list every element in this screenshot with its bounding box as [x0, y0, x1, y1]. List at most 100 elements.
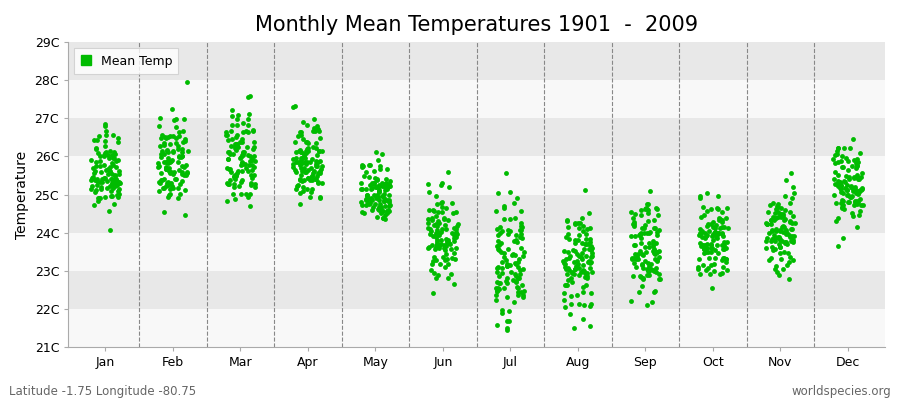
Point — [299, 150, 313, 156]
Point — [779, 262, 794, 268]
Point — [309, 161, 323, 168]
Point — [172, 133, 186, 140]
Point — [359, 196, 374, 202]
Point — [310, 173, 324, 180]
Point — [490, 288, 504, 294]
Point — [567, 266, 581, 272]
Point — [99, 166, 113, 173]
Point — [783, 219, 797, 225]
Point — [830, 150, 844, 157]
Point — [304, 156, 319, 162]
Point — [490, 226, 504, 232]
Point — [101, 171, 115, 178]
Title: Monthly Mean Temperatures 1901  -  2009: Monthly Mean Temperatures 1901 - 2009 — [255, 15, 698, 35]
Point — [516, 252, 530, 259]
Point — [510, 292, 525, 298]
Point — [499, 257, 513, 263]
Point — [710, 235, 724, 242]
Point — [163, 141, 177, 147]
Point — [834, 189, 849, 195]
Point — [238, 190, 253, 197]
Point — [230, 122, 245, 128]
Point — [716, 224, 730, 231]
Point — [248, 181, 262, 188]
Point — [442, 184, 456, 190]
Point — [778, 239, 792, 245]
Point — [576, 262, 590, 268]
Point — [826, 191, 841, 198]
Point — [363, 162, 377, 168]
Point — [446, 210, 460, 216]
Point — [571, 260, 585, 267]
Point — [499, 278, 513, 285]
Point — [429, 237, 444, 244]
Point — [765, 244, 779, 251]
Point — [151, 159, 166, 166]
Point — [626, 218, 641, 225]
Point — [425, 260, 439, 267]
Point — [379, 176, 393, 182]
Point — [178, 138, 193, 144]
Point — [244, 172, 258, 178]
Point — [693, 240, 707, 246]
Point — [162, 168, 176, 174]
Point — [694, 230, 708, 237]
Point — [107, 171, 122, 178]
Point — [705, 244, 719, 251]
Point — [428, 270, 442, 276]
Point — [833, 185, 848, 191]
Point — [845, 163, 859, 169]
Point — [98, 194, 112, 200]
Point — [848, 186, 862, 192]
Point — [787, 190, 801, 197]
Point — [172, 129, 186, 136]
Point — [445, 200, 459, 206]
Point — [438, 226, 453, 232]
Point — [635, 225, 650, 231]
Point — [173, 190, 187, 197]
Point — [171, 195, 185, 201]
Point — [768, 265, 782, 272]
Point — [701, 249, 716, 255]
Point — [851, 175, 866, 182]
Point — [648, 256, 662, 262]
Point — [645, 248, 660, 254]
Point — [490, 265, 504, 271]
Point — [767, 235, 781, 241]
Point — [228, 142, 242, 149]
Point — [446, 281, 461, 287]
Point — [178, 136, 193, 142]
Point — [89, 175, 104, 182]
Point — [697, 244, 711, 250]
Point — [692, 256, 706, 262]
Point — [850, 224, 864, 230]
Point — [230, 168, 245, 174]
Point — [574, 249, 589, 256]
Point — [93, 158, 107, 164]
Point — [715, 256, 729, 263]
Point — [103, 168, 117, 174]
Point — [366, 168, 381, 174]
Bar — [68, 80, 885, 118]
Point — [491, 243, 505, 249]
Point — [94, 195, 108, 201]
Point — [649, 265, 663, 271]
Point — [242, 153, 256, 160]
Point — [157, 140, 171, 146]
Point — [236, 150, 250, 156]
Point — [374, 210, 388, 216]
Point — [161, 164, 176, 171]
Point — [847, 156, 861, 163]
Point — [426, 257, 440, 264]
Point — [770, 203, 785, 210]
Point — [430, 242, 445, 248]
Point — [220, 132, 234, 139]
Point — [378, 183, 392, 190]
Point — [93, 163, 107, 170]
Point — [844, 183, 859, 190]
Point — [855, 202, 869, 208]
Point — [716, 254, 730, 261]
Point — [575, 240, 590, 246]
Point — [247, 146, 261, 152]
Point — [843, 145, 858, 152]
